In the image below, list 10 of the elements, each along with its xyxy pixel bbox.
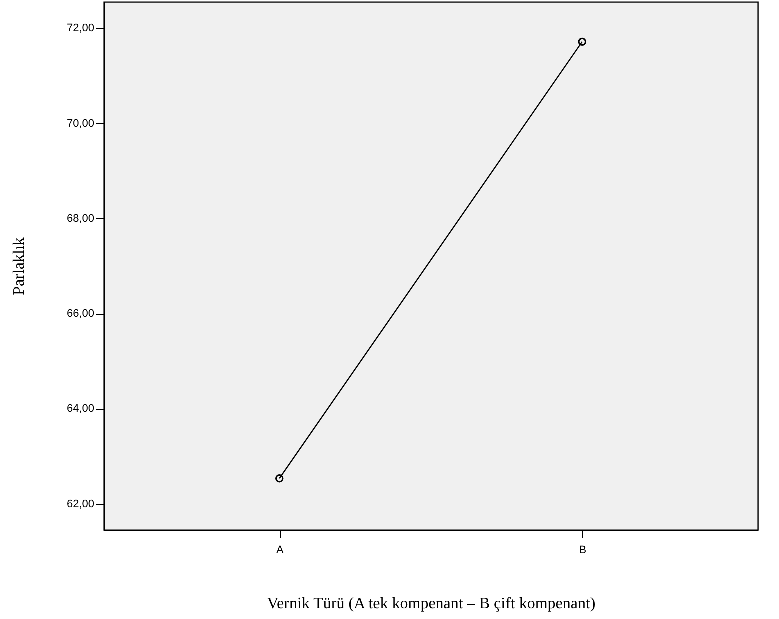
y-tick-label: 66,00 xyxy=(66,308,94,320)
x-axis-title: Vernik Türü (A tek kompenant – B çift kompenant) xyxy=(267,596,596,612)
y-axis-title: Parlaklık xyxy=(10,238,28,296)
x-tick-label: A xyxy=(276,544,284,556)
y-tick-label: 62,00 xyxy=(66,498,94,510)
y-tick-label: 72,00 xyxy=(66,22,94,35)
y-tick-label: 70,00 xyxy=(66,118,94,130)
y-tick-label: 68,00 xyxy=(66,212,94,225)
y-tick-label: 64,00 xyxy=(66,403,94,416)
x-tick-label: B xyxy=(579,544,587,556)
